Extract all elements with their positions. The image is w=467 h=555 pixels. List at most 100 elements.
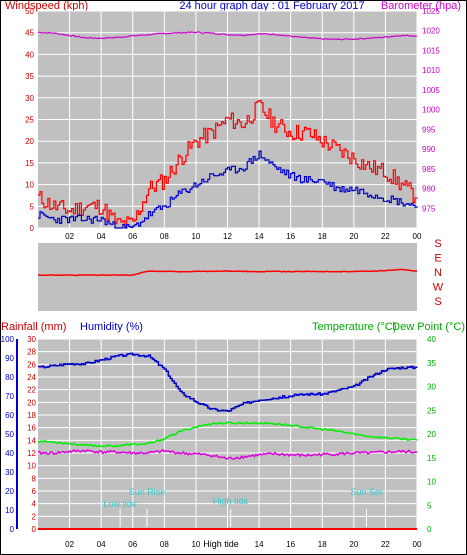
wind-tick-label: 40: [25, 50, 34, 59]
temp-tick-label: 0: [427, 525, 432, 534]
temp-tick-label: 10: [427, 478, 436, 487]
data-series: [37, 31, 418, 530]
baro-tick-label: 1005: [422, 86, 440, 95]
hour-tick-label: 10: [191, 232, 200, 241]
temperature-axis-title: Temperature (°C): [312, 321, 396, 333]
direction-tick-label: S: [434, 238, 441, 250]
barometer-line: [38, 31, 418, 41]
wind-tick-label: 50: [25, 7, 34, 16]
wind-direction-line: [37, 268, 418, 277]
temp-tick-label: 20: [427, 430, 436, 439]
graph-title: 24 hour graph day : 01 February 2017: [179, 0, 364, 12]
hour-tick-label: 00: [413, 540, 422, 549]
rainfall-axis-title: Rainfall (mm): [1, 321, 66, 333]
hour-tick-label: 16: [286, 540, 295, 549]
wind-tick-label: 30: [25, 94, 34, 103]
temperature-line: [37, 421, 418, 448]
rain-tick-label: 2: [32, 512, 37, 521]
humidity-tick-label: 0: [10, 525, 15, 534]
wind-tick-label: 10: [25, 181, 34, 190]
direction-tick-label: S: [434, 296, 441, 308]
humidity-tick-label: 30: [5, 468, 14, 477]
hour-tick-label: 08: [160, 232, 169, 241]
baro-tick-label: 1015: [422, 46, 440, 55]
hour-tick-label: 10: [191, 540, 200, 549]
windspeed-axis-title: Windspeed (kph): [5, 0, 88, 12]
humidity-tick-label: 80: [5, 373, 14, 382]
hour-tick-label: 20: [349, 540, 358, 549]
humidity-tick-label: 20: [5, 487, 14, 496]
event-label: High tide: [213, 496, 249, 506]
hour-tick-label: 02: [65, 232, 74, 241]
event-label: Sun Rise: [129, 487, 166, 497]
grid-lines: [38, 10, 418, 530]
baro-tick-label: 990: [422, 145, 436, 154]
hour-tick-label: 12: [223, 232, 232, 241]
hour-tick-label: 16: [286, 232, 295, 241]
rain-tick-label: 4: [32, 500, 37, 509]
dewpoint-axis-title: Dew Point (°C): [392, 321, 465, 333]
wind-tick-label: 15: [25, 159, 34, 168]
rain-tick-label: 8: [32, 474, 37, 483]
temp-tick-label: 5: [427, 501, 432, 510]
baro-tick-label: 975: [422, 204, 436, 213]
temp-tick-label: 40: [427, 335, 436, 344]
rain-tick-label: 16: [27, 424, 36, 433]
wind-tick-label: 45: [25, 29, 34, 38]
rain-tick-label: 0: [32, 525, 37, 534]
hour-tick-label: 22: [381, 232, 390, 241]
humidity-tick-label: 40: [5, 449, 14, 458]
rain-tick-label: 10: [27, 462, 36, 471]
baro-tick-label: 995: [422, 125, 436, 134]
humidity-tick-label: 60: [5, 411, 14, 420]
dewpoint-line: [37, 448, 418, 460]
baro-tick-label: 1010: [422, 66, 440, 75]
humidity-axis-title: Humidity (%): [80, 321, 143, 333]
event-markers: Low tide Sun Rise High tide Sun Set: [103, 487, 383, 527]
baro-tick-label: 1000: [422, 106, 440, 115]
direction-tick-label: W: [433, 282, 444, 294]
humidity-tick-label: 70: [5, 392, 14, 401]
wind-tick-label: 20: [25, 137, 34, 146]
hour-tick-label: 00: [413, 232, 422, 241]
humidity-tick-label: 100: [1, 335, 15, 344]
axis-ticks: 0510152025303540455097598098599099510001…: [1, 7, 444, 549]
wind-tick-label: 25: [25, 116, 34, 125]
rain-tick-label: 20: [27, 398, 36, 407]
hour-tick-label: 06: [128, 232, 137, 241]
temp-tick-label: 15: [427, 454, 436, 463]
hour-tick-label: 02: [65, 540, 74, 549]
baro-tick-label: 985: [422, 165, 436, 174]
rain-tick-label: 26: [27, 360, 36, 369]
direction-tick-label: E: [434, 253, 441, 265]
direction-tick-label: N: [434, 267, 442, 279]
hour-tick-label: 18: [318, 232, 327, 241]
barometer-axis-title: Barometer (hpa): [381, 0, 461, 12]
hour-tick-label: 20: [349, 232, 358, 241]
event-label: Sun Set: [350, 487, 383, 497]
hour-tick-label: 04: [97, 540, 106, 549]
hour-tick-label: 08: [160, 540, 169, 549]
rain-tick-label: 28: [27, 348, 36, 357]
rain-tick-label: 18: [27, 411, 36, 420]
wind-direction-plot-area: [38, 243, 417, 311]
hour-tick-label: 22: [381, 540, 390, 549]
temp-tick-label: 30: [427, 383, 436, 392]
rain-tick-label: 30: [27, 335, 36, 344]
wind-tick-label: 5: [30, 202, 35, 211]
wind-gust-line: [38, 99, 418, 228]
rain-tick-label: 6: [32, 487, 37, 496]
hour-tick-label: 18: [318, 540, 327, 549]
rain-tick-label: 24: [27, 373, 36, 382]
hour-tick-label: 14: [255, 540, 264, 549]
humidity-tick-label: 90: [5, 354, 14, 363]
baro-tick-label: 980: [422, 185, 436, 194]
temp-tick-label: 25: [427, 406, 436, 415]
rain-tick-label: 12: [27, 449, 36, 458]
wind-average-line: [38, 150, 418, 229]
rain-tick-label: 22: [27, 386, 36, 395]
baro-tick-label: 1020: [422, 27, 440, 36]
humidity-tick-label: 50: [5, 430, 14, 439]
rain-tick-label: 14: [27, 436, 36, 445]
